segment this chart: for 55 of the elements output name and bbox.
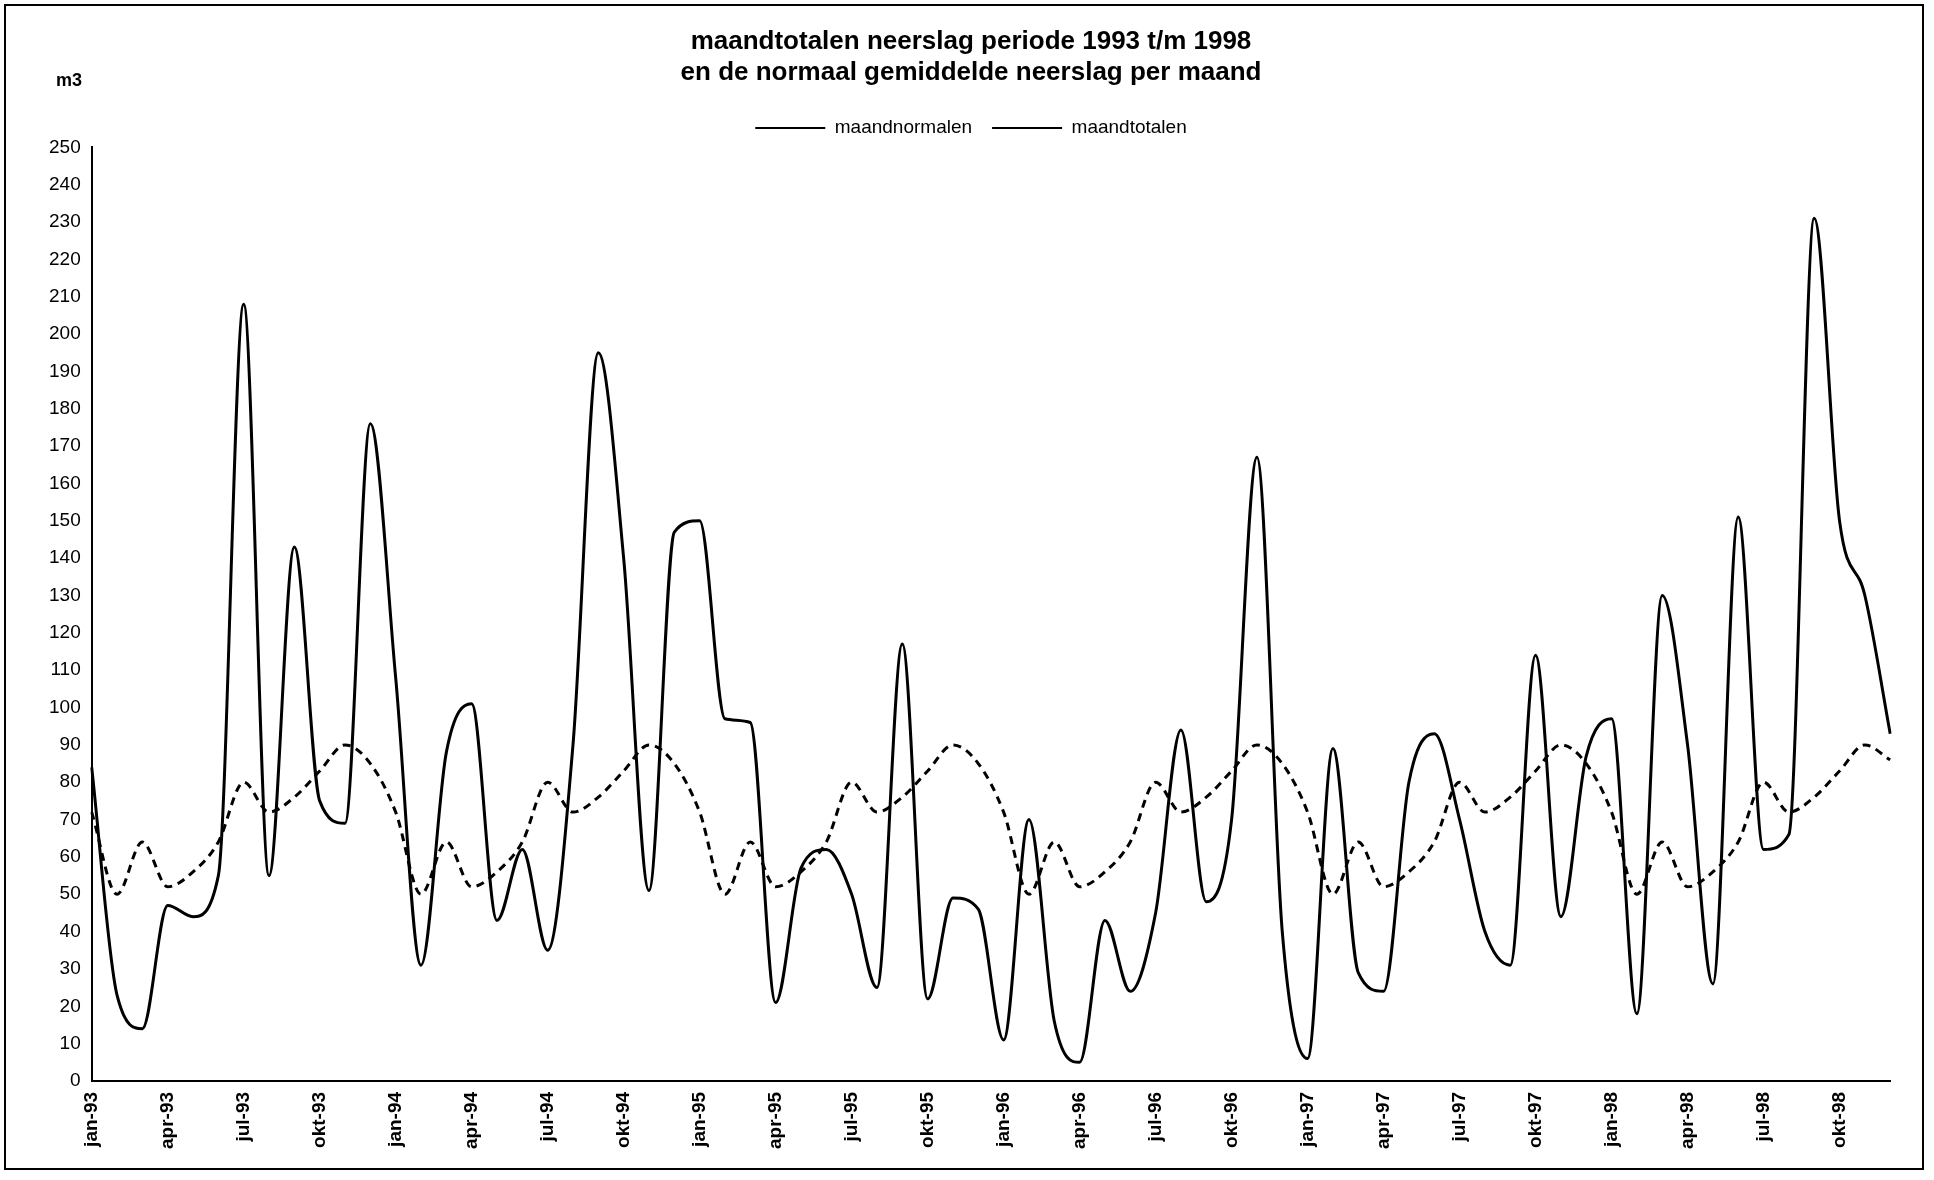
y-tick-label: 150: [49, 509, 81, 531]
x-tick-label: jul-98: [1751, 1091, 1773, 1143]
y-tick-label: 130: [49, 583, 81, 605]
y-tick-label: 220: [49, 247, 81, 269]
x-tick-label: okt-95: [915, 1091, 937, 1148]
x-tick-label: apr-95: [763, 1091, 785, 1149]
y-tick-label: 40: [59, 919, 81, 941]
x-tick-label: jan-93: [79, 1091, 101, 1148]
x-tick-label: jul-97: [1447, 1091, 1469, 1143]
x-tick-label: okt-93: [307, 1091, 329, 1148]
x-tick-label: apr-93: [155, 1091, 177, 1149]
x-tick-label: jan-98: [1599, 1091, 1621, 1148]
x-tick-label: apr-98: [1675, 1091, 1697, 1149]
y-tick-label: 190: [49, 359, 81, 381]
y-tick-label: 70: [59, 807, 81, 829]
x-tick-label: jul-95: [839, 1091, 861, 1143]
y-tick-label: 90: [59, 733, 81, 755]
y-tick-label: 250: [49, 135, 81, 157]
x-tick-label: apr-96: [1067, 1091, 1089, 1149]
y-tick-label: 180: [49, 397, 81, 419]
x-tick-label: okt-94: [611, 1091, 633, 1148]
y-tick-label: 20: [59, 994, 81, 1016]
y-tick-label: 170: [49, 434, 81, 456]
x-tick-label: jul-96: [1143, 1091, 1165, 1143]
x-tick-label: jan-95: [687, 1091, 709, 1148]
y-tick-label: 140: [49, 546, 81, 568]
y-axis-title: m3: [56, 69, 83, 90]
y-tick-label: 200: [49, 322, 81, 344]
y-tick-label: 0: [70, 1069, 81, 1091]
text: maandtotalen neerslag periode 1993 t/m 1998: [690, 24, 1252, 55]
x-tick-label: okt-98: [1827, 1091, 1849, 1148]
y-tick-label: 10: [59, 1031, 81, 1053]
y-tick-label: 50: [59, 882, 81, 904]
legend-label: maandnormalen: [834, 116, 973, 138]
y-tick-label: 230: [49, 210, 81, 232]
y-tick-label: 160: [49, 471, 81, 493]
y-tick-label: 110: [50, 658, 81, 680]
y-tick-label: 80: [59, 770, 81, 792]
x-tick-label: okt-97: [1523, 1091, 1545, 1148]
legend-label: maandtotalen: [1071, 116, 1187, 138]
x-tick-label: okt-96: [1219, 1091, 1241, 1148]
text: en de normaal gemiddelde neerslag per maand: [680, 55, 1262, 86]
x-tick-label: apr-94: [459, 1091, 481, 1149]
x-tick-label: jul-94: [535, 1091, 557, 1143]
x-tick-label: jan-97: [1295, 1091, 1317, 1148]
x-tick-label: jan-94: [383, 1091, 405, 1148]
y-tick-label: 30: [59, 957, 81, 979]
y-tick-label: 210: [49, 285, 81, 307]
x-tick-label: jan-96: [991, 1091, 1013, 1148]
y-tick-label: 120: [49, 621, 81, 643]
y-tick-label: 240: [49, 172, 81, 194]
x-tick-label: jul-93: [231, 1091, 253, 1143]
y-tick-label: 100: [49, 695, 81, 717]
x-tick-label: apr-97: [1371, 1091, 1393, 1149]
y-tick-label: 60: [59, 845, 81, 867]
